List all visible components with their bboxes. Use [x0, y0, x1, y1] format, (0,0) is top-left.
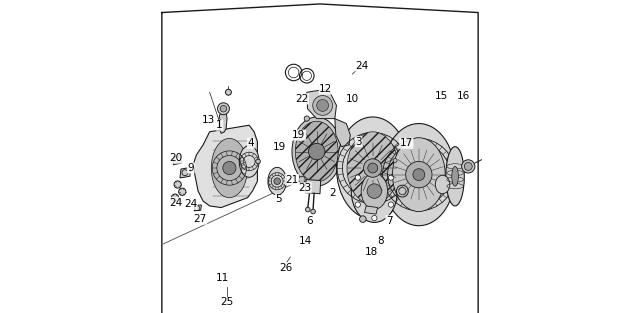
Ellipse shape	[299, 176, 305, 183]
Ellipse shape	[461, 160, 475, 173]
Ellipse shape	[364, 159, 382, 177]
Text: 6: 6	[306, 216, 313, 226]
Ellipse shape	[372, 215, 377, 221]
Ellipse shape	[308, 143, 325, 160]
Text: 19: 19	[292, 130, 305, 140]
Text: 21: 21	[285, 175, 299, 185]
Ellipse shape	[256, 159, 260, 164]
Polygon shape	[307, 89, 337, 119]
Ellipse shape	[372, 162, 377, 167]
Text: 26: 26	[279, 263, 292, 273]
Ellipse shape	[347, 132, 399, 204]
Text: 10: 10	[346, 94, 358, 104]
Ellipse shape	[223, 162, 236, 175]
Text: 24: 24	[184, 199, 197, 209]
Text: 19: 19	[273, 141, 287, 151]
Text: 4: 4	[248, 138, 254, 148]
Polygon shape	[193, 125, 257, 208]
Polygon shape	[194, 205, 202, 211]
Ellipse shape	[317, 100, 328, 111]
Polygon shape	[218, 110, 227, 133]
Ellipse shape	[388, 202, 394, 207]
Text: 24: 24	[355, 61, 368, 71]
Ellipse shape	[388, 175, 394, 180]
Text: 17: 17	[400, 138, 413, 148]
Ellipse shape	[355, 175, 360, 180]
Ellipse shape	[361, 173, 388, 209]
Ellipse shape	[305, 207, 310, 212]
Text: 13: 13	[202, 115, 215, 125]
Ellipse shape	[446, 146, 464, 206]
Ellipse shape	[355, 202, 360, 207]
Ellipse shape	[413, 169, 425, 181]
Ellipse shape	[313, 95, 333, 115]
Ellipse shape	[304, 116, 310, 121]
Text: 16: 16	[456, 90, 470, 100]
Text: 23: 23	[298, 183, 311, 193]
Text: 24: 24	[169, 198, 182, 208]
Ellipse shape	[367, 184, 381, 198]
Ellipse shape	[360, 216, 366, 223]
Polygon shape	[364, 206, 378, 214]
Ellipse shape	[174, 181, 181, 188]
Ellipse shape	[268, 167, 286, 195]
Ellipse shape	[351, 160, 397, 223]
Ellipse shape	[452, 167, 458, 186]
Text: 20: 20	[170, 153, 182, 163]
Ellipse shape	[179, 188, 186, 195]
Ellipse shape	[464, 162, 472, 170]
Text: 9: 9	[188, 163, 194, 173]
Polygon shape	[173, 155, 182, 165]
Ellipse shape	[220, 105, 227, 112]
Text: 14: 14	[298, 235, 312, 245]
Ellipse shape	[295, 121, 338, 182]
Ellipse shape	[211, 138, 248, 198]
Ellipse shape	[435, 175, 450, 194]
Ellipse shape	[406, 162, 432, 188]
Text: 8: 8	[378, 235, 384, 245]
Text: 25: 25	[220, 297, 234, 307]
Text: 18: 18	[364, 247, 378, 257]
Ellipse shape	[392, 138, 445, 212]
Text: 5: 5	[275, 194, 282, 204]
Ellipse shape	[337, 117, 409, 219]
Ellipse shape	[239, 146, 259, 177]
Ellipse shape	[383, 124, 455, 226]
Text: 22: 22	[295, 94, 308, 104]
Ellipse shape	[311, 209, 316, 214]
Text: 1: 1	[216, 120, 223, 130]
Ellipse shape	[368, 163, 378, 173]
Text: 2: 2	[329, 188, 336, 198]
Text: 3: 3	[355, 137, 362, 147]
Polygon shape	[305, 180, 321, 194]
Ellipse shape	[172, 194, 179, 201]
Ellipse shape	[274, 178, 280, 184]
Ellipse shape	[393, 158, 397, 162]
Text: 7: 7	[386, 216, 392, 226]
Text: 11: 11	[216, 273, 229, 283]
Text: 15: 15	[435, 90, 449, 100]
Text: 12: 12	[319, 84, 333, 94]
Ellipse shape	[292, 117, 341, 186]
Polygon shape	[335, 119, 350, 146]
Ellipse shape	[218, 103, 229, 115]
Polygon shape	[180, 167, 191, 178]
Ellipse shape	[225, 89, 232, 95]
Text: 27: 27	[193, 214, 207, 224]
